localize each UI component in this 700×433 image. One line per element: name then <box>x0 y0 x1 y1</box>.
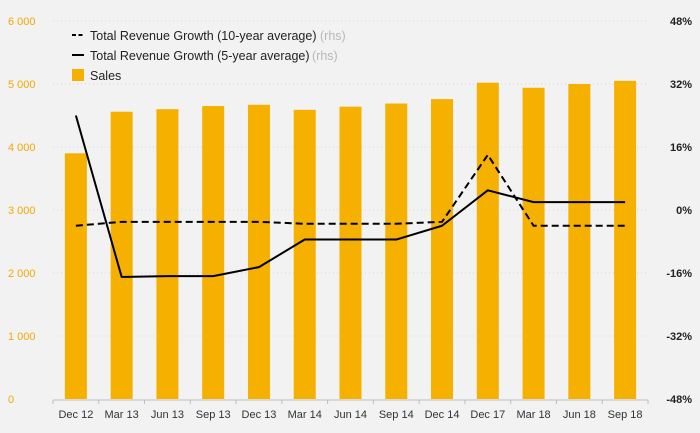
left-axis-tick-label: 3 000 <box>8 205 36 217</box>
right-axis-tick-label: -16% <box>666 268 692 280</box>
sales-bar <box>64 153 87 399</box>
left-axis-tick-label: 6 000 <box>8 16 36 28</box>
growth-5yr-line <box>74 115 626 278</box>
legend-label-sales: Sales <box>90 69 121 83</box>
left-axis-tick-label: 0 <box>8 394 14 406</box>
legend-bar-marker <box>72 69 84 81</box>
legend: Total Revenue Growth (10-year average) (… <box>72 29 346 83</box>
x-axis-tick-label: Dec 14 <box>425 409 460 421</box>
left-axis-tick-label: 2 000 <box>8 268 36 280</box>
left-axis: 0 1 000 2 000 3 000 4 000 5 000 6 000 <box>8 16 36 406</box>
x-axis-tick-label: Mar 13 <box>105 409 139 421</box>
left-axis-tick-label: 5 000 <box>8 79 36 91</box>
sales-bar <box>385 103 408 399</box>
x-axis-tick-label: Dec 17 <box>470 409 505 421</box>
sales-bar <box>202 106 225 400</box>
x-axis-tick-label: Sep 14 <box>379 409 414 421</box>
sales-bar <box>522 87 545 399</box>
x-axis: Dec 12 Mar 13 Jun 13 Sep 13 Dec 13 Mar 14 Jun … <box>52 399 649 421</box>
sales-bar <box>293 109 316 399</box>
right-axis: -48% -32% -16% 0% 16% 32% 48% <box>666 16 692 406</box>
x-axis-tick-label: Mar 14 <box>288 409 322 421</box>
sales-bars <box>64 80 637 400</box>
x-axis-tick-label: Sep 13 <box>196 409 231 421</box>
sales-bar <box>614 80 637 399</box>
legend-note-5yr: (rhs) <box>312 49 338 63</box>
x-axis-tick-label: Jun 14 <box>334 409 367 421</box>
growth-lines <box>74 115 626 278</box>
legend-item-10yr: Total Revenue Growth (10-year average) (… <box>72 29 346 43</box>
sales-bar <box>339 106 362 400</box>
right-axis-tick-label: 16% <box>670 142 692 154</box>
sales-bar <box>247 104 270 399</box>
legend-label-10yr: Total Revenue Growth (10-year average) <box>90 29 317 43</box>
right-axis-tick-label: 0% <box>676 205 692 217</box>
right-axis-tick-label: 48% <box>670 16 692 28</box>
growth-10yr-line <box>75 153 626 227</box>
left-axis-tick-label: 4 000 <box>8 142 36 154</box>
x-axis-tick-label: Dec 13 <box>242 409 277 421</box>
sales-bar <box>431 99 454 400</box>
x-axis-tick-label: Mar 18 <box>516 409 550 421</box>
left-axis-tick-label: 1 000 <box>8 331 36 343</box>
x-axis-tick-label: Jun 13 <box>151 409 184 421</box>
legend-item-5yr: Total Revenue Growth (5-year average) (r… <box>72 49 338 63</box>
sales-bar <box>568 84 591 399</box>
sales-bar <box>476 82 499 400</box>
x-axis-tick-label: Sep 18 <box>608 409 643 421</box>
legend-note-10yr: (rhs) <box>320 29 346 43</box>
right-axis-tick-label: -48% <box>666 394 692 406</box>
legend-label-5yr: Total Revenue Growth (5-year average) <box>90 49 310 63</box>
right-axis-tick-label: 32% <box>670 79 692 91</box>
sales-bar <box>110 111 133 399</box>
sales-bar <box>156 109 179 399</box>
legend-item-sales: Sales <box>72 69 121 83</box>
right-axis-tick-label: -32% <box>666 331 692 343</box>
x-axis-tick-label: Jun 18 <box>563 409 596 421</box>
x-axis-tick-label: Dec 12 <box>58 409 93 421</box>
